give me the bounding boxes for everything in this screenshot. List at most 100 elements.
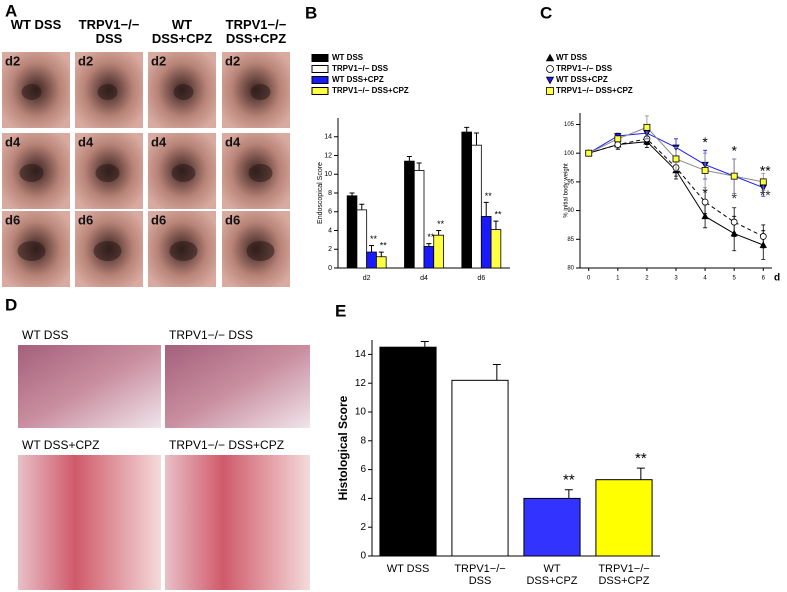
x-axis-label: d <box>774 273 780 284</box>
y-tick-label: 4 <box>328 227 332 234</box>
significance: ** <box>494 210 502 220</box>
column-header: WT DSS <box>10 18 62 32</box>
marker <box>730 218 738 226</box>
error-bar <box>464 126 470 133</box>
legend-label: TRPV1−/− DSS+CPZ <box>556 86 633 95</box>
column-header-text: TRPV1−/− DSS+CPZ <box>225 18 287 46</box>
lumen <box>250 84 271 100</box>
lumen <box>21 84 42 100</box>
bar <box>376 256 387 269</box>
column-header: TRPV1−/− DSS+CPZ <box>225 18 287 46</box>
error-bar <box>359 203 365 210</box>
legend-label: WT DSS <box>332 53 364 62</box>
y-tick-label: 10 <box>324 171 332 178</box>
lumen <box>19 164 44 182</box>
y-tick-label: 0 <box>360 551 366 562</box>
significance: ** <box>635 450 647 467</box>
histology-image <box>165 455 310 590</box>
legend-swatch <box>311 65 329 73</box>
y-tick-label: 14 <box>324 134 332 141</box>
x-tick-label: 3 <box>674 276 678 282</box>
row-label: d2 <box>151 53 166 68</box>
y-tick-label: 85 <box>567 237 574 243</box>
image-label: WT DSS+CPZ <box>22 438 99 452</box>
bar <box>523 497 581 557</box>
column-header-text: WT DSS+CPZ <box>151 18 213 46</box>
lumen <box>248 164 273 182</box>
lumen <box>171 164 196 182</box>
image-label: TRPV1−/− DSS <box>169 328 253 342</box>
column-header-text: WT DSS <box>10 18 62 32</box>
y-axis-label: Endoscopical Score <box>317 162 324 224</box>
significance: ** <box>427 232 435 242</box>
y-axis-label: Histological Score <box>336 395 350 500</box>
y-tick-label: 14 <box>355 349 367 360</box>
error-bar <box>426 243 432 247</box>
bar <box>461 131 472 269</box>
y-tick-label: 2 <box>360 522 366 533</box>
x-tick-label-text: WT DSS+CPZ <box>526 564 578 587</box>
bar <box>366 251 377 269</box>
lumen <box>17 241 46 261</box>
y-tick-label: 10 <box>355 407 367 418</box>
marker <box>546 87 554 95</box>
marker <box>614 141 622 148</box>
x-tick-label: 4 <box>703 276 707 282</box>
significance: ** <box>485 191 493 201</box>
row-label: d2 <box>225 53 240 68</box>
panel-label: B <box>305 3 317 22</box>
marker <box>701 212 709 220</box>
bar <box>379 346 437 557</box>
histology-image <box>165 345 310 428</box>
bar <box>404 160 415 269</box>
marker <box>643 123 651 131</box>
error-bar <box>483 201 489 217</box>
error-bar <box>636 467 645 480</box>
x-tick-label: TRPV1−/− DSS <box>454 564 505 586</box>
significance: * <box>702 184 708 200</box>
significance: ** <box>437 219 445 229</box>
row-label: d6 <box>78 212 93 227</box>
row-label: d2 <box>5 53 20 68</box>
significance: * <box>731 143 737 159</box>
histology-image <box>18 455 161 590</box>
panel-label: E <box>335 301 346 320</box>
legend-label: TRPV1−/− DSS <box>556 64 613 73</box>
row-label: d2 <box>78 53 93 68</box>
marker <box>585 149 593 157</box>
significance: * <box>731 190 737 206</box>
legend-swatch <box>311 87 329 95</box>
y-tick-label: 105 <box>564 122 575 128</box>
lumen <box>93 241 122 261</box>
y-axis-label: % initial body weight <box>564 163 570 218</box>
y-tick-label: 95 <box>567 179 574 185</box>
lumen <box>173 84 194 100</box>
y-tick-label: 90 <box>567 208 574 214</box>
marker <box>759 233 767 240</box>
bar <box>490 229 502 269</box>
row-label: d4 <box>151 134 167 149</box>
x-tick-label: WT DSS <box>387 564 430 575</box>
bar <box>433 234 444 269</box>
x-tick-label: WT DSS+CPZ <box>526 564 578 587</box>
legend-label: WT DSS <box>556 53 588 62</box>
error-bar <box>406 155 412 162</box>
x-tick-label: d4 <box>420 275 428 282</box>
column-header: TRPV1−/− DSS <box>78 18 140 46</box>
panel-label: A <box>5 1 17 20</box>
column-header-text: TRPV1−/− DSS <box>78 18 140 46</box>
y-tick-label: 4 <box>360 493 366 504</box>
panel-label: C <box>540 3 552 22</box>
significance: * <box>702 134 708 150</box>
significance: ** <box>760 163 771 179</box>
y-tick-label: 100 <box>564 151 575 157</box>
legend-swatch <box>311 76 329 84</box>
error-bar <box>349 192 355 196</box>
row-label: d6 <box>151 212 166 227</box>
error-bar <box>436 230 442 236</box>
lumen <box>95 164 120 182</box>
image-label: TRPV1−/− DSS+CPZ <box>169 438 284 452</box>
y-tick-label: 12 <box>355 378 367 389</box>
error-bar <box>473 132 479 146</box>
marker <box>730 172 738 180</box>
